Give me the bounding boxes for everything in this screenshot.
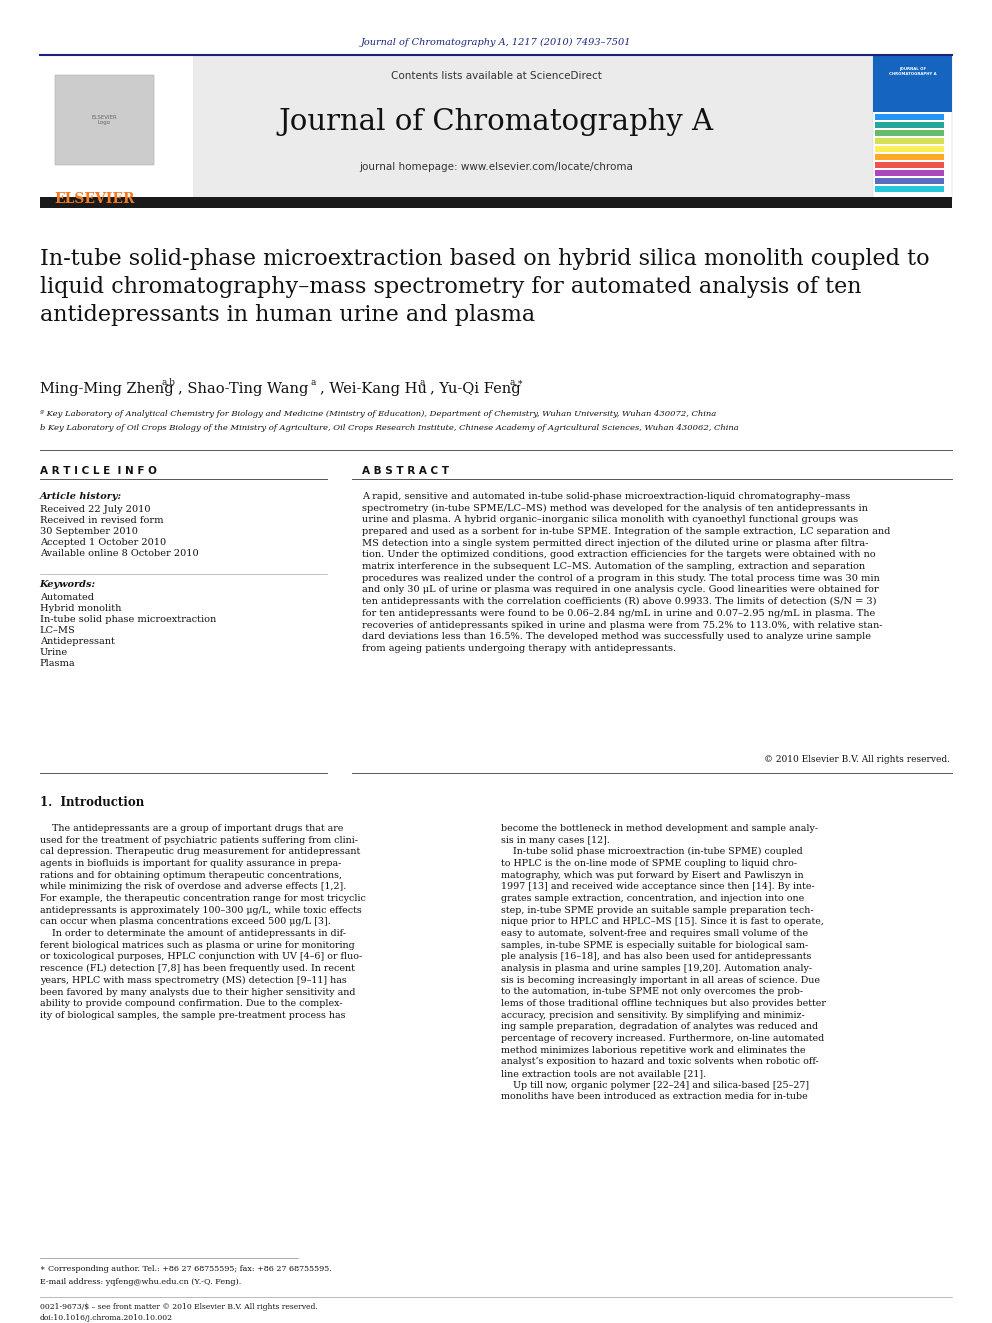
Text: In-tube solid-phase microextraction based on hybrid silica monolith coupled to
l: In-tube solid-phase microextraction base… bbox=[40, 247, 930, 325]
Bar bbox=[873, 56, 952, 112]
Bar bbox=[875, 161, 944, 168]
Text: Available online 8 October 2010: Available online 8 October 2010 bbox=[40, 549, 198, 558]
Text: Antidepressant: Antidepressant bbox=[40, 636, 114, 646]
Text: JOURNAL OF
CHROMATOGRAPHY A: JOURNAL OF CHROMATOGRAPHY A bbox=[889, 67, 936, 75]
Bar bbox=[875, 130, 944, 136]
Bar bbox=[40, 56, 873, 200]
Text: Keywords:: Keywords: bbox=[40, 579, 96, 589]
Text: Article history:: Article history: bbox=[40, 492, 122, 501]
Text: A rapid, sensitive and automated in-tube solid-phase microextraction-liquid chro: A rapid, sensitive and automated in-tube… bbox=[362, 492, 891, 654]
Text: A B S T R A C T: A B S T R A C T bbox=[362, 466, 449, 476]
Text: 0021-9673/$ – see front matter © 2010 Elsevier B.V. All rights reserved.: 0021-9673/$ – see front matter © 2010 El… bbox=[40, 1303, 317, 1311]
Bar bbox=[40, 197, 952, 208]
Text: Journal of Chromatography A, 1217 (2010) 7493–7501: Journal of Chromatography A, 1217 (2010)… bbox=[361, 38, 631, 48]
Text: doi:10.1016/j.chroma.2010.10.002: doi:10.1016/j.chroma.2010.10.002 bbox=[40, 1314, 173, 1322]
Text: Contents lists available at ScienceDirect: Contents lists available at ScienceDirec… bbox=[391, 71, 601, 81]
Text: Journal of Chromatography A: Journal of Chromatography A bbox=[279, 108, 713, 136]
Text: Urine: Urine bbox=[40, 648, 67, 658]
Text: , Yu-Qi Feng: , Yu-Qi Feng bbox=[430, 382, 521, 396]
Text: a: a bbox=[310, 378, 316, 388]
Text: Ming-Ming Zheng: Ming-Ming Zheng bbox=[40, 382, 174, 396]
Text: A R T I C L E  I N F O: A R T I C L E I N F O bbox=[40, 466, 157, 476]
Text: journal homepage: www.elsevier.com/locate/chroma: journal homepage: www.elsevier.com/locat… bbox=[359, 161, 633, 172]
Text: b Key Laboratory of Oil Crops Biology of the Ministry of Agriculture, Oil Crops : b Key Laboratory of Oil Crops Biology of… bbox=[40, 423, 738, 433]
Bar bbox=[875, 169, 944, 176]
Text: ∗ Corresponding author. Tel.: +86 27 68755595; fax: +86 27 68755595.: ∗ Corresponding author. Tel.: +86 27 687… bbox=[40, 1265, 331, 1273]
Text: E-mail address: yqfeng@whu.edu.cn (Y.-Q. Feng).: E-mail address: yqfeng@whu.edu.cn (Y.-Q.… bbox=[40, 1278, 241, 1286]
Text: become the bottleneck in method development and sample analy-
sis in many cases : become the bottleneck in method developm… bbox=[501, 824, 825, 1101]
Text: a,∗: a,∗ bbox=[510, 378, 524, 388]
Text: 30 September 2010: 30 September 2010 bbox=[40, 527, 138, 536]
Text: © 2010 Elsevier B.V. All rights reserved.: © 2010 Elsevier B.V. All rights reserved… bbox=[764, 755, 950, 763]
Text: ELSEVIER: ELSEVIER bbox=[55, 192, 135, 206]
Text: Automated: Automated bbox=[40, 593, 93, 602]
Bar bbox=[40, 56, 193, 200]
Bar bbox=[55, 75, 154, 165]
Text: Received in revised form: Received in revised form bbox=[40, 516, 163, 525]
Text: Plasma: Plasma bbox=[40, 659, 75, 668]
Text: 1.  Introduction: 1. Introduction bbox=[40, 796, 144, 808]
Text: Accepted 1 October 2010: Accepted 1 October 2010 bbox=[40, 538, 166, 546]
Bar bbox=[873, 56, 952, 200]
Text: The antidepressants are a group of important drugs that are
used for the treatme: The antidepressants are a group of impor… bbox=[40, 824, 366, 1020]
Text: Hybrid monolith: Hybrid monolith bbox=[40, 605, 121, 613]
Bar bbox=[875, 138, 944, 144]
Text: , Shao-Ting Wang: , Shao-Ting Wang bbox=[178, 382, 309, 396]
Text: a: a bbox=[420, 378, 425, 388]
Bar bbox=[875, 146, 944, 152]
Text: In-tube solid phase microextraction: In-tube solid phase microextraction bbox=[40, 615, 216, 624]
Text: Received 22 July 2010: Received 22 July 2010 bbox=[40, 505, 150, 515]
Bar bbox=[875, 153, 944, 160]
Text: , Wei-Kang Hu: , Wei-Kang Hu bbox=[319, 382, 427, 396]
Text: ª Key Laboratory of Analytical Chemistry for Biology and Medicine (Ministry of E: ª Key Laboratory of Analytical Chemistry… bbox=[40, 410, 716, 418]
Bar bbox=[875, 114, 944, 120]
Bar bbox=[875, 122, 944, 128]
Bar bbox=[875, 179, 944, 184]
Bar bbox=[875, 187, 944, 192]
Text: LC–MS: LC–MS bbox=[40, 626, 75, 635]
Text: a,b: a,b bbox=[162, 378, 176, 388]
Text: ELSEVIER
Logo: ELSEVIER Logo bbox=[91, 115, 117, 126]
